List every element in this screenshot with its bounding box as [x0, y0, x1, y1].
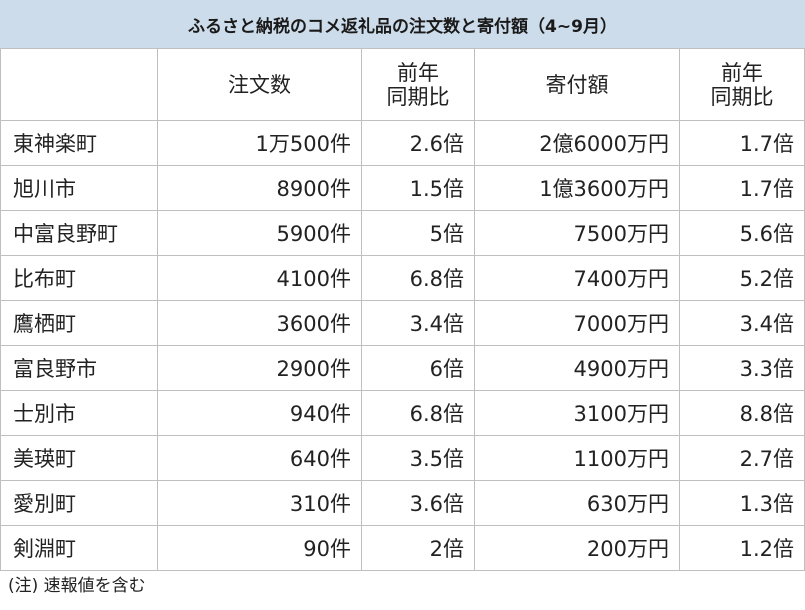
header-donation-yoy: 前年 同期比	[679, 48, 805, 121]
header-donation-yoy-line1: 前年	[721, 60, 763, 85]
header-orders-yoy-line1: 前年	[397, 60, 439, 85]
orders-cell: 5900件	[157, 210, 362, 256]
donation-yoy-cell: 1.7倍	[679, 165, 805, 211]
orders-cell: 640件	[157, 435, 362, 481]
donation-cell: 630万円	[474, 480, 680, 526]
table-row: 東神楽町 1万500件 2.6倍 2億6000万円 1.7倍	[0, 120, 805, 166]
town-cell: 比布町	[0, 255, 158, 301]
table-row: 比布町 4100件 6.8倍 7400万円 5.2倍	[0, 255, 805, 301]
orders-cell: 4100件	[157, 255, 362, 301]
town-cell: 東神楽町	[0, 120, 158, 166]
footnote: (注) 速報値を含む	[8, 576, 146, 596]
donation-yoy-cell: 5.6倍	[679, 210, 805, 256]
orders-cell: 8900件	[157, 165, 362, 211]
donation-yoy-cell: 5.2倍	[679, 255, 805, 301]
table-row: 旭川市 8900件 1.5倍 1億3600万円 1.7倍	[0, 165, 805, 211]
town-cell: 愛別町	[0, 480, 158, 526]
donation-yoy-cell: 2.7倍	[679, 435, 805, 481]
table-title: ふるさと納税のコメ返礼品の注文数と寄付額（4~9月）	[188, 16, 617, 37]
orders-yoy-cell: 6.8倍	[361, 390, 475, 436]
donation-cell: 7400万円	[474, 255, 680, 301]
donation-yoy-cell: 3.4倍	[679, 300, 805, 346]
orders-yoy-cell: 1.5倍	[361, 165, 475, 211]
town-cell: 美瑛町	[0, 435, 158, 481]
donation-cell: 200万円	[474, 525, 680, 571]
orders-yoy-cell: 3.6倍	[361, 480, 475, 526]
orders-yoy-cell: 2倍	[361, 525, 475, 571]
header-donation-yoy-line2: 同期比	[710, 84, 774, 109]
orders-cell: 310件	[157, 480, 362, 526]
table-header-row: 注文数 前年 同期比 寄付額 前年 同期比	[0, 48, 805, 121]
town-cell: 士別市	[0, 390, 158, 436]
donation-yoy-cell: 8.8倍	[679, 390, 805, 436]
table-row: 富良野市 2900件 6倍 4900万円 3.3倍	[0, 345, 805, 391]
donation-cell: 7000万円	[474, 300, 680, 346]
donation-cell: 3100万円	[474, 390, 680, 436]
header-donation: 寄付額	[474, 48, 680, 121]
town-cell: 鷹栖町	[0, 300, 158, 346]
orders-yoy-cell: 5倍	[361, 210, 475, 256]
table-title-bar: ふるさと納税のコメ返礼品の注文数と寄付額（4~9月）	[0, 0, 805, 48]
orders-yoy-cell: 6倍	[361, 345, 475, 391]
table-row: 士別市 940件 6.8倍 3100万円 8.8倍	[0, 390, 805, 436]
table-body: 東神楽町 1万500件 2.6倍 2億6000万円 1.7倍 旭川市 8900件 1.5倍 1億…	[0, 120, 805, 571]
header-orders-yoy: 前年 同期比	[361, 48, 475, 121]
orders-cell: 3600件	[157, 300, 362, 346]
header-orders-yoy-line2: 同期比	[386, 84, 450, 109]
donation-cell: 1億3600万円	[474, 165, 680, 211]
table-row: 美瑛町 640件 3.5倍 1100万円 2.7倍	[0, 435, 805, 481]
donation-cell: 7500万円	[474, 210, 680, 256]
donation-cell: 1100万円	[474, 435, 680, 481]
orders-cell: 940件	[157, 390, 362, 436]
town-cell: 中富良野町	[0, 210, 158, 256]
town-cell: 剣淵町	[0, 525, 158, 571]
table-row: 愛別町 310件 3.6倍 630万円 1.3倍	[0, 480, 805, 526]
header-town	[0, 48, 158, 121]
orders-yoy-cell: 3.5倍	[361, 435, 475, 481]
donation-table: 注文数 前年 同期比 寄付額 前年 同期比 東神楽町 1万500件 2.6倍 2億60…	[0, 48, 805, 571]
town-cell: 旭川市	[0, 165, 158, 211]
orders-cell: 90件	[157, 525, 362, 571]
header-orders: 注文数	[157, 48, 362, 121]
donation-cell: 2億6000万円	[474, 120, 680, 166]
donation-yoy-cell: 3.3倍	[679, 345, 805, 391]
orders-yoy-cell: 2.6倍	[361, 120, 475, 166]
orders-cell: 1万500件	[157, 120, 362, 166]
orders-yoy-cell: 3.4倍	[361, 300, 475, 346]
orders-cell: 2900件	[157, 345, 362, 391]
donation-cell: 4900万円	[474, 345, 680, 391]
orders-yoy-cell: 6.8倍	[361, 255, 475, 301]
donation-yoy-cell: 1.2倍	[679, 525, 805, 571]
table-row: 中富良野町 5900件 5倍 7500万円 5.6倍	[0, 210, 805, 256]
donation-yoy-cell: 1.7倍	[679, 120, 805, 166]
table-row: 鷹栖町 3600件 3.4倍 7000万円 3.4倍	[0, 300, 805, 346]
town-cell: 富良野市	[0, 345, 158, 391]
table-row: 剣淵町 90件 2倍 200万円 1.2倍	[0, 525, 805, 571]
donation-yoy-cell: 1.3倍	[679, 480, 805, 526]
